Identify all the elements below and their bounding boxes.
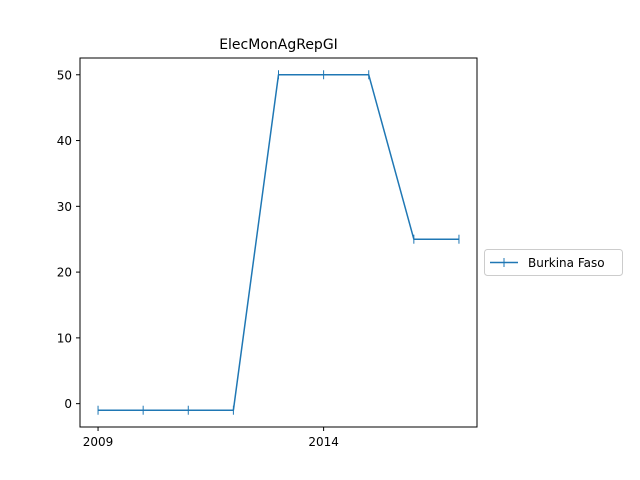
y-tick-label: 20: [57, 266, 72, 280]
legend-box: [484, 249, 623, 276]
legend-label-burkina-faso: Burkina Faso: [528, 256, 605, 270]
y-tick-label: 10: [57, 331, 72, 345]
y-tick-label: 0: [64, 397, 72, 411]
chart-title: ElecMonAgRepGI: [219, 37, 338, 53]
x-tick-label: 2014: [308, 435, 339, 449]
x-tick-label: 2009: [83, 435, 114, 449]
y-tick-label: 30: [57, 200, 72, 214]
axes-frame: [79, 57, 478, 428]
y-tick-label: 40: [57, 134, 72, 148]
y-tick-label: 50: [57, 68, 72, 82]
plot-area: [97, 70, 460, 415]
legend: Burkina Faso: [484, 249, 623, 276]
